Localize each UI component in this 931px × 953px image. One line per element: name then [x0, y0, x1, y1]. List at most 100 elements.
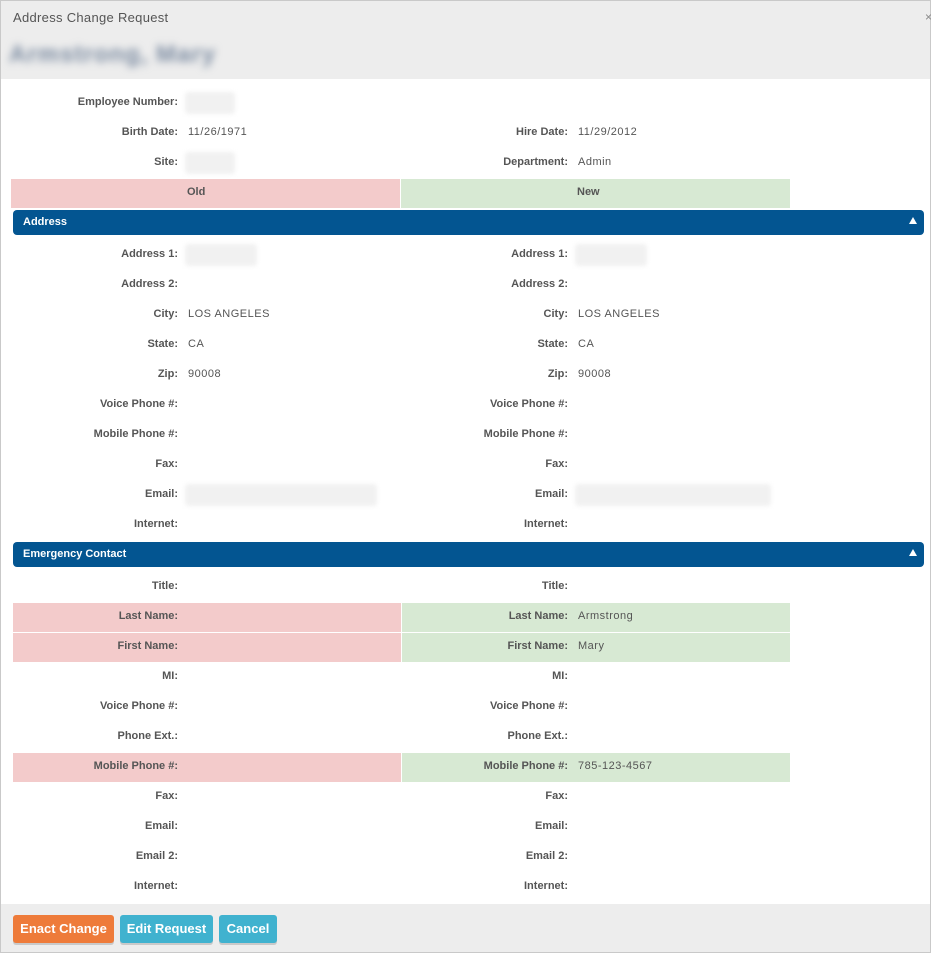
new-changed-highlight — [402, 753, 790, 782]
zip-row: Zip: 90008 Zip: 90008 — [13, 359, 924, 388]
old-voice-phone-label: Voice Phone #: — [99, 398, 178, 410]
ec-mi-row: MI: MI: — [13, 661, 924, 690]
mobile-phone-row: Mobile Phone #: Mobile Phone #: — [13, 419, 924, 448]
emergency-contact-section-title: Emergency Contact — [23, 548, 127, 560]
old-email-value — [185, 484, 377, 506]
old-ec-voice-phone-label: Voice Phone #: — [99, 700, 178, 712]
old-state-label: State: — [147, 338, 178, 350]
old-internet-label: Internet: — [134, 518, 178, 530]
department-label: Department: — [503, 156, 568, 168]
ec-mobile-phone-row: Mobile Phone #: Mobile Phone #: 785-123-… — [13, 753, 924, 782]
old-city-label: City: — [153, 308, 178, 320]
new-column-header: New — [400, 179, 790, 208]
birth-date-label: Birth Date: — [121, 126, 178, 138]
new-ec-email-label: Email: — [534, 820, 568, 832]
dialog-footer: Enact Change Edit Request Cancel — [1, 904, 930, 952]
old-ec-email2-label: Email 2: — [135, 850, 178, 862]
new-changed-highlight — [402, 633, 790, 662]
old-ec-email-label: Email: — [144, 820, 178, 832]
email-row: Email: Email: — [13, 479, 924, 508]
new-email-value — [575, 484, 771, 506]
old-column-header: Old — [11, 179, 400, 208]
old-ec-first-name-label: First Name: — [117, 640, 178, 652]
new-changed-highlight — [402, 603, 790, 632]
site-department-row: Site: Department: Admin — [13, 147, 924, 176]
new-mobile-phone-label: Mobile Phone #: — [483, 428, 568, 440]
ec-email2-row: Email 2: Email 2: — [13, 841, 924, 870]
ec-fax-row: Fax: Fax: — [13, 781, 924, 810]
close-icon[interactable]: × — [924, 10, 931, 24]
dialog-titlebar: Address Change Request × — [1, 1, 931, 33]
edit-request-button[interactable]: Edit Request — [120, 915, 213, 943]
dialog-title: Address Change Request — [13, 10, 169, 25]
site-value — [185, 152, 235, 174]
new-voice-phone-label: Voice Phone #: — [489, 398, 568, 410]
new-ec-mi-label: MI: — [552, 670, 568, 682]
cancel-button[interactable]: Cancel — [219, 915, 277, 943]
collapse-caret-icon[interactable] — [909, 217, 917, 224]
site-label: Site: — [154, 156, 178, 168]
new-fax-label: Fax: — [545, 458, 568, 470]
voice-phone-row: Voice Phone #: Voice Phone #: — [13, 389, 924, 418]
employee-number-label: Employee Number: — [77, 96, 178, 108]
address1-row: Address 1: Address 1: — [13, 239, 924, 268]
new-ec-mobile-phone-value: 785-123-4567 — [578, 760, 653, 772]
ec-email-row: Email: Email: — [13, 811, 924, 840]
internet-row: Internet: Internet: — [13, 509, 924, 538]
new-ec-first-name-label: First Name: — [507, 640, 568, 652]
employee-name: Armstrong, Mary — [9, 41, 217, 68]
old-address2-label: Address 2: — [121, 278, 178, 290]
old-mobile-phone-label: Mobile Phone #: — [93, 428, 178, 440]
enact-change-button[interactable]: Enact Change — [13, 915, 114, 943]
new-internet-label: Internet: — [524, 518, 568, 530]
new-ec-email2-label: Email 2: — [525, 850, 568, 862]
department-value: Admin — [578, 156, 612, 168]
old-ec-internet-label: Internet: — [134, 880, 178, 892]
collapse-caret-icon[interactable] — [909, 549, 917, 556]
address2-row: Address 2: Address 2: — [13, 269, 924, 298]
address-section-header[interactable]: Address — [13, 210, 924, 235]
old-fax-label: Fax: — [155, 458, 178, 470]
old-changed-highlight — [13, 633, 401, 662]
hire-date-label: Hire Date: — [516, 126, 568, 138]
old-new-header: Old New — [11, 179, 791, 208]
old-zip-value: 90008 — [188, 368, 222, 380]
old-address1-value — [185, 244, 257, 266]
birth-hire-row: Birth Date: 11/26/1971 Hire Date: 11/29/… — [13, 117, 924, 146]
ec-title-row: Title: Title: — [13, 571, 924, 600]
new-state-value: CA — [578, 338, 595, 350]
old-zip-label: Zip: — [157, 368, 178, 380]
new-zip-label: Zip: — [547, 368, 568, 380]
new-ec-first-name-value: Mary — [578, 640, 605, 652]
hire-date-value: 11/29/2012 — [578, 126, 638, 138]
ec-internet-row: Internet: Internet: — [13, 871, 924, 900]
new-address1-value — [575, 244, 647, 266]
new-ec-last-name-value: Armstrong — [578, 610, 634, 622]
old-ec-last-name-label: Last Name: — [118, 610, 178, 622]
old-address1-label: Address 1: — [121, 248, 178, 260]
new-ec-title-label: Title: — [541, 580, 568, 592]
old-ec-mi-label: MI: — [162, 670, 178, 682]
ec-first-name-row: First Name: First Name: Mary — [13, 633, 924, 662]
new-address1-label: Address 1: — [511, 248, 568, 260]
old-ec-mobile-phone-label: Mobile Phone #: — [93, 760, 178, 772]
employee-name-bar: Armstrong, Mary — [1, 33, 930, 79]
new-ec-fax-label: Fax: — [545, 790, 568, 802]
address-section-title: Address — [23, 216, 68, 228]
old-ec-fax-label: Fax: — [155, 790, 178, 802]
new-city-value: LOS ANGELES — [578, 308, 660, 320]
old-state-value: CA — [188, 338, 205, 350]
new-address2-label: Address 2: — [511, 278, 568, 290]
emergency-contact-section-header[interactable]: Emergency Contact — [13, 542, 924, 567]
ec-phone-ext-row: Phone Ext.: Phone Ext.: — [13, 721, 924, 750]
old-ec-title-label: Title: — [151, 580, 178, 592]
state-row: State: CA State: CA — [13, 329, 924, 358]
new-email-label: Email: — [534, 488, 568, 500]
old-changed-highlight — [13, 753, 401, 782]
new-ec-last-name-label: Last Name: — [508, 610, 568, 622]
new-ec-voice-phone-label: Voice Phone #: — [489, 700, 568, 712]
old-changed-highlight — [13, 603, 401, 632]
new-state-label: State: — [537, 338, 568, 350]
new-ec-phone-ext-label: Phone Ext.: — [507, 730, 568, 742]
